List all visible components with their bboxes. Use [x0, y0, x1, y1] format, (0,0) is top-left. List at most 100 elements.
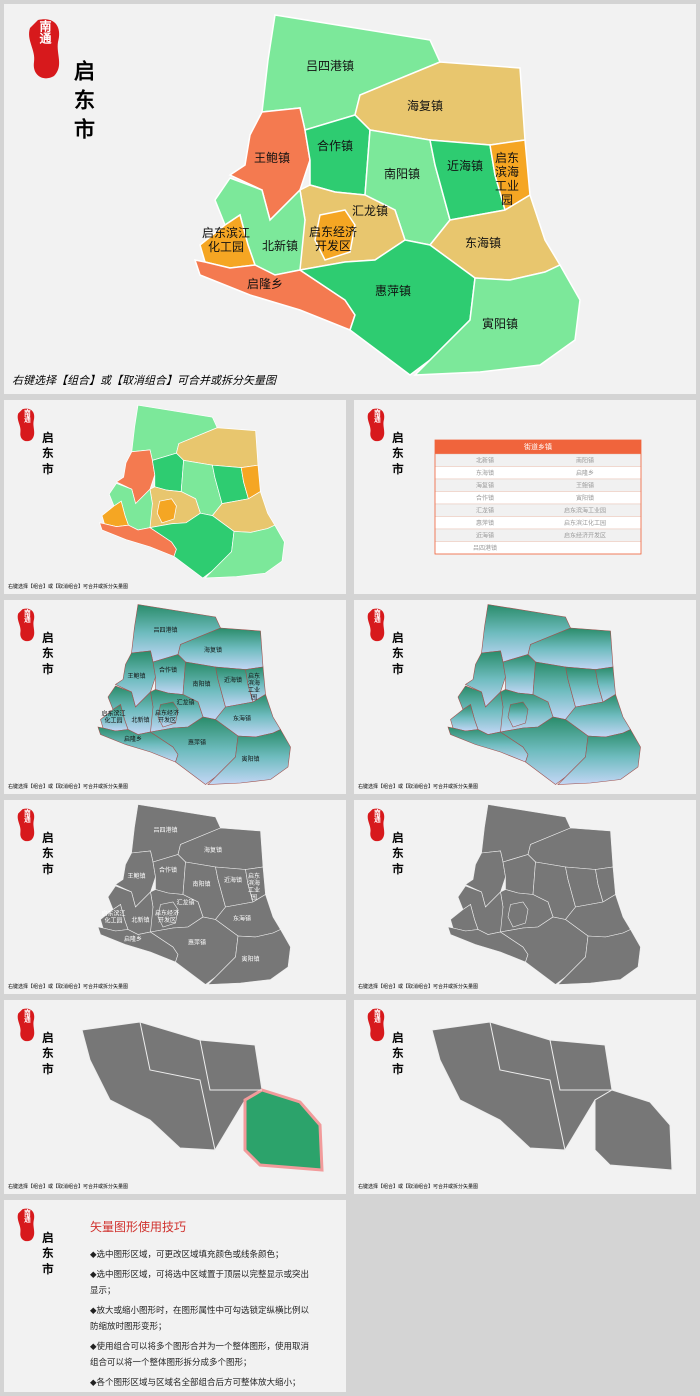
seal [367, 408, 385, 442]
seal-text: 南通 [372, 608, 380, 624]
region-label: 汇龙镇 [176, 699, 194, 707]
table-row [434, 541, 642, 555]
seal [367, 608, 385, 642]
region-label: 东海镇 [233, 915, 251, 923]
caption: 右键选择【组合】或【取消组合】可合并或拆分矢量图 [8, 583, 128, 590]
seal-text: 南通 [22, 1008, 30, 1024]
table-header-text: 街道乡镇 [524, 442, 552, 451]
region-label: 寅阳镇 [241, 755, 259, 763]
region-label: 启隆乡 [124, 935, 142, 943]
region-label: 启东滨海工业园 [248, 672, 260, 701]
table-frame [434, 439, 642, 555]
region-label: 东海镇 [465, 235, 501, 250]
seal [17, 808, 35, 842]
seal-text: 南通 [372, 1008, 380, 1024]
region-label: 北新镇 [131, 916, 149, 924]
region-label: 合作镇 [159, 866, 177, 874]
region-label: 吕四港镇 [153, 626, 177, 634]
region [507, 701, 529, 728]
region-label: 启东滨江化工园 [101, 910, 125, 925]
tip: ◆放大或缩小图形时，在图形属性中可勾选锁定纵横比例以防缩放时图形变形； [90, 1306, 310, 1332]
table-cell: 启东经济开发区 [564, 532, 606, 540]
region-label: 汇龙镇 [352, 204, 388, 218]
table-header [435, 440, 641, 454]
region [157, 701, 179, 728]
region-label: 合作镇 [159, 666, 177, 674]
map-part [431, 1021, 673, 1171]
region-label: 北新镇 [131, 716, 149, 724]
region-label: 王鲍镇 [127, 672, 145, 680]
region-label: 启隆乡 [247, 276, 283, 291]
map-part [81, 1021, 324, 1172]
region [507, 901, 529, 928]
table-cell: 汇龙镇 [476, 507, 494, 515]
table-cell: 启东滨江化工园 [564, 519, 606, 527]
city-name: 启东市 [41, 1230, 55, 1279]
region-label: 近海镇 [224, 676, 242, 684]
region-label: 近海镇 [224, 876, 242, 884]
tips: 矢量图形使用技巧 ◆选中图形区域，可更改区域填充颜色或线条颜色； ◆选中图形区域… [90, 1218, 312, 1395]
boundary [489, 1021, 612, 1151]
caption: 右键选择【组合】或【取消组合】可合并或拆分矢量图 [8, 783, 128, 790]
region-label: 寅阳镇 [482, 316, 518, 331]
region-label: 启东滨海工业园 [495, 151, 519, 207]
region-label: 南阳镇 [192, 680, 210, 688]
tips-title: 矢量图形使用技巧 [90, 1220, 187, 1234]
seal [17, 408, 35, 442]
seal-text: 南通 [372, 808, 380, 824]
tip: ◆选中图形区域，可更改区域填充颜色或线条颜色； [90, 1250, 284, 1260]
seal-text: 南通 [22, 408, 30, 424]
region [243, 1088, 324, 1172]
table-cell: 寅阳镇 [576, 494, 594, 502]
region-label: 寅阳镇 [241, 955, 259, 963]
panel [4, 1200, 346, 1392]
caption: 右键选择【组合】或【取消组合】可合并或拆分矢量图 [358, 783, 478, 790]
region-label: 惠萍镇 [375, 284, 411, 298]
seal [367, 808, 385, 842]
region [152, 654, 186, 695]
region [431, 1021, 613, 1151]
region-label: 东海镇 [233, 715, 251, 723]
region [207, 729, 291, 785]
table-cell: 惠萍镇 [476, 519, 494, 527]
city-name: 启东市 [41, 830, 55, 879]
region-label: 启东滨江化工园 [202, 225, 250, 254]
table-cell: 北新镇 [476, 457, 494, 465]
table-row [434, 478, 642, 492]
table-cell: 东海镇 [476, 469, 494, 477]
region-label: 惠萍镇 [188, 939, 206, 947]
region-label: 南阳镇 [192, 880, 210, 888]
region [207, 929, 291, 985]
map [99, 404, 285, 579]
caption: 右键选择【组合】或【取消组合】可合并或拆分矢量图 [358, 983, 478, 990]
tip: ◆各个图形区域与区域名全部组合后方可整体放大缩小； [90, 1378, 301, 1388]
region [304, 114, 371, 196]
seal-text: 南通 [22, 808, 30, 824]
seal [17, 608, 35, 642]
region [314, 209, 356, 261]
seal-text: 南通 [22, 1208, 30, 1224]
region-label: 海复镇 [204, 846, 222, 854]
region [156, 498, 177, 524]
table-cell: 近海镇 [476, 532, 494, 540]
table-row [434, 491, 642, 505]
city-name: 启东市 [391, 830, 405, 879]
table-row [434, 466, 642, 480]
region-label: 启东滨江化工园 [101, 710, 125, 725]
boundary [139, 1021, 262, 1151]
caption: 右键选择【组合】或【取消组合】可合并或拆分矢量图 [358, 1183, 478, 1190]
region [151, 452, 184, 492]
region-label: 吕四港镇 [153, 826, 177, 834]
